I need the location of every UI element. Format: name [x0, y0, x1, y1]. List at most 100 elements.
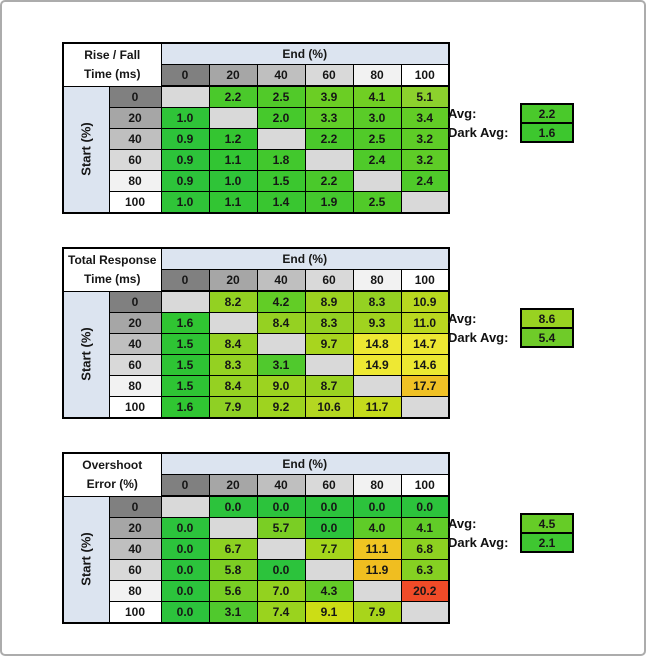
value-cell[interactable]: 1.5 — [160, 375, 210, 397]
value-cell[interactable]: 1.5 — [160, 354, 210, 376]
value-cell[interactable]: 14.6 — [400, 354, 450, 376]
value-cell[interactable]: 5.1 — [400, 85, 450, 108]
value-cell[interactable]: 3.1 — [256, 354, 306, 376]
value-cell[interactable]: 8.7 — [304, 375, 354, 397]
value-cell[interactable]: 8.4 — [208, 375, 258, 397]
value-cell[interactable]: 3.3 — [304, 107, 354, 129]
value-cell[interactable]: 1.0 — [160, 107, 210, 129]
value-cell[interactable]: 8.3 — [208, 354, 258, 376]
value-cell[interactable]: 0.0 — [160, 559, 210, 581]
col-header-cell[interactable]: 100 — [400, 474, 450, 497]
value-cell[interactable]: 2.2 — [304, 170, 354, 192]
col-header-cell[interactable]: 60 — [304, 474, 354, 497]
row-header-cell[interactable]: 40 — [108, 538, 162, 560]
dark-avg-value-cell[interactable]: 5.4 — [520, 327, 574, 348]
value-cell[interactable]: 5.6 — [208, 580, 258, 602]
diagonal-blank-cell[interactable] — [208, 107, 258, 129]
value-cell[interactable]: 0.0 — [160, 601, 210, 624]
row-header-cell[interactable]: 40 — [108, 128, 162, 150]
row-header-cell[interactable]: 60 — [108, 149, 162, 171]
value-cell[interactable]: 8.3 — [304, 312, 354, 334]
diagonal-blank-cell[interactable] — [352, 580, 402, 602]
row-header-cell[interactable]: 100 — [108, 396, 162, 419]
value-cell[interactable]: 14.9 — [352, 354, 402, 376]
avg-value-cell[interactable]: 2.2 — [520, 103, 574, 124]
value-cell[interactable]: 7.9 — [352, 601, 402, 624]
diagonal-blank-cell[interactable] — [400, 396, 450, 419]
value-cell[interactable]: 3.1 — [208, 601, 258, 624]
y-axis-header-cell[interactable]: Start (%) — [62, 85, 110, 214]
value-cell[interactable]: 4.1 — [352, 85, 402, 108]
diagonal-blank-cell[interactable] — [256, 538, 306, 560]
value-cell[interactable]: 9.1 — [304, 601, 354, 624]
diagonal-blank-cell[interactable] — [304, 354, 354, 376]
value-cell[interactable]: 4.0 — [352, 517, 402, 539]
table-title-cell[interactable]: Total Response Time (ms) — [62, 247, 162, 292]
y-axis-header-cell[interactable]: Start (%) — [62, 290, 110, 419]
value-cell[interactable]: 7.4 — [256, 601, 306, 624]
value-cell[interactable]: 0.0 — [160, 580, 210, 602]
value-cell[interactable]: 2.0 — [256, 107, 306, 129]
value-cell[interactable]: 5.8 — [208, 559, 258, 581]
value-cell[interactable]: 11.0 — [400, 312, 450, 334]
value-cell[interactable]: 1.4 — [256, 191, 306, 214]
x-axis-header-cell[interactable]: End (%) — [160, 42, 450, 65]
row-header-cell[interactable]: 80 — [108, 170, 162, 192]
value-cell[interactable]: 9.7 — [304, 333, 354, 355]
value-cell[interactable]: 2.5 — [352, 191, 402, 214]
x-axis-header-cell[interactable]: End (%) — [160, 452, 450, 475]
value-cell[interactable]: 2.4 — [400, 170, 450, 192]
value-cell[interactable]: 9.3 — [352, 312, 402, 334]
value-cell[interactable]: 8.3 — [352, 290, 402, 313]
value-cell[interactable]: 8.9 — [304, 290, 354, 313]
row-header-cell[interactable]: 60 — [108, 354, 162, 376]
diagonal-blank-cell[interactable] — [160, 85, 210, 108]
col-header-cell[interactable]: 0 — [160, 269, 210, 292]
value-cell[interactable]: 0.0 — [400, 495, 450, 518]
value-cell[interactable]: 4.1 — [400, 517, 450, 539]
col-header-cell[interactable]: 80 — [352, 269, 402, 292]
value-cell[interactable]: 17.7 — [400, 375, 450, 397]
value-cell[interactable]: 11.9 — [352, 559, 402, 581]
value-cell[interactable]: 0.0 — [160, 517, 210, 539]
diagonal-blank-cell[interactable] — [304, 559, 354, 581]
col-header-cell[interactable]: 40 — [256, 269, 306, 292]
col-header-cell[interactable]: 0 — [160, 64, 210, 87]
value-cell[interactable]: 1.9 — [304, 191, 354, 214]
value-cell[interactable]: 2.2 — [304, 128, 354, 150]
col-header-cell[interactable]: 100 — [400, 64, 450, 87]
value-cell[interactable]: 8.4 — [208, 333, 258, 355]
value-cell[interactable]: 3.4 — [400, 107, 450, 129]
value-cell[interactable]: 6.7 — [208, 538, 258, 560]
diagonal-blank-cell[interactable] — [160, 495, 210, 518]
value-cell[interactable]: 14.8 — [352, 333, 402, 355]
avg-value-cell[interactable]: 4.5 — [520, 513, 574, 534]
diagonal-blank-cell[interactable] — [352, 170, 402, 192]
value-cell[interactable]: 1.1 — [208, 149, 258, 171]
diagonal-blank-cell[interactable] — [208, 517, 258, 539]
table-title-cell[interactable]: Overshoot Error (%) — [62, 452, 162, 497]
value-cell[interactable]: 1.5 — [160, 333, 210, 355]
value-cell[interactable]: 5.7 — [256, 517, 306, 539]
value-cell[interactable]: 0.9 — [160, 149, 210, 171]
value-cell[interactable]: 0.0 — [352, 495, 402, 518]
row-header-cell[interactable]: 100 — [108, 191, 162, 214]
value-cell[interactable]: 0.0 — [304, 495, 354, 518]
value-cell[interactable]: 6.8 — [400, 538, 450, 560]
value-cell[interactable]: 6.3 — [400, 559, 450, 581]
row-header-cell[interactable]: 0 — [108, 85, 162, 108]
avg-value-cell[interactable]: 8.6 — [520, 308, 574, 329]
value-cell[interactable]: 1.2 — [208, 128, 258, 150]
value-cell[interactable]: 20.2 — [400, 580, 450, 602]
value-cell[interactable]: 0.0 — [304, 517, 354, 539]
value-cell[interactable]: 8.4 — [256, 312, 306, 334]
col-header-cell[interactable]: 40 — [256, 64, 306, 87]
value-cell[interactable]: 4.3 — [304, 580, 354, 602]
value-cell[interactable]: 9.0 — [256, 375, 306, 397]
col-header-cell[interactable]: 20 — [208, 474, 258, 497]
value-cell[interactable]: 0.9 — [160, 170, 210, 192]
value-cell[interactable]: 10.6 — [304, 396, 354, 419]
row-header-cell[interactable]: 80 — [108, 580, 162, 602]
col-header-cell[interactable]: 80 — [352, 474, 402, 497]
col-header-cell[interactable]: 60 — [304, 269, 354, 292]
